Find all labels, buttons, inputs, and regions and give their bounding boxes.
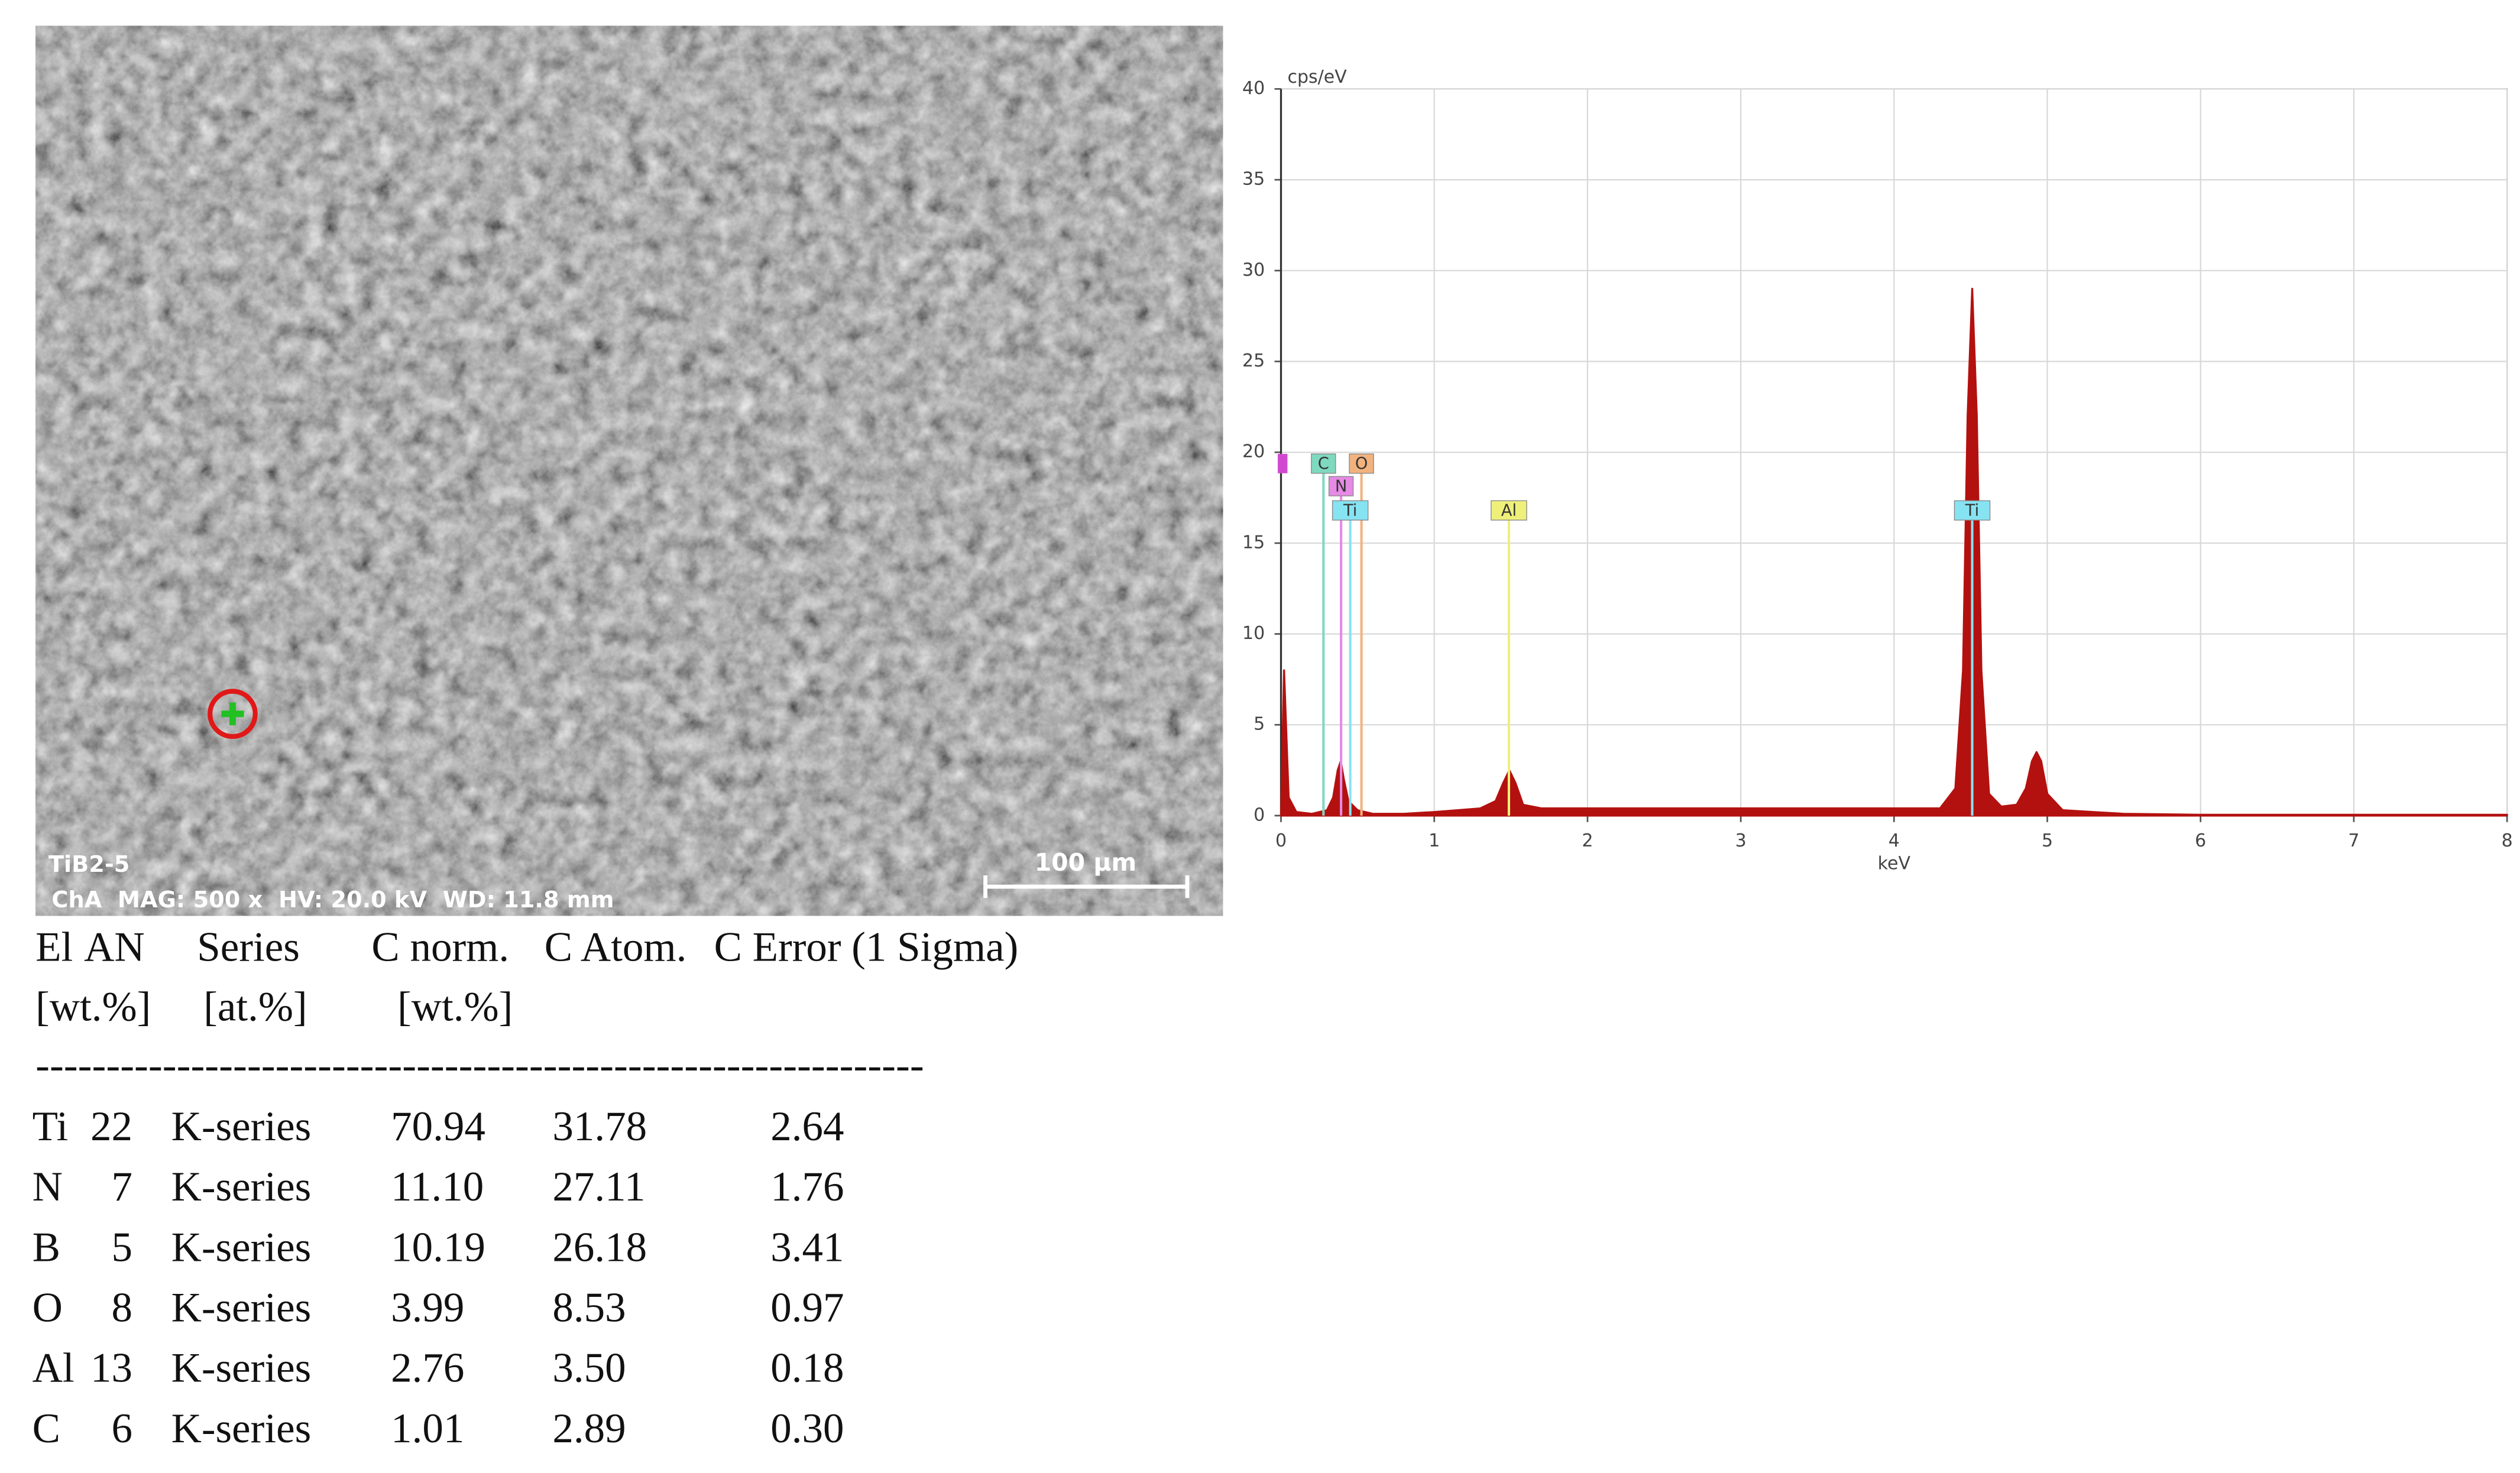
table-cell: K-series	[171, 1164, 312, 1210]
table-cell: 0.18	[770, 1345, 844, 1391]
table-cell: 6	[112, 1406, 133, 1452]
element-tag	[1349, 453, 1374, 474]
y-tick-label: 35	[1242, 169, 1265, 190]
results-table: El AN Series C norm. C Atom. C Error (1 Sigma…	[33, 924, 1019, 1452]
x-tick-label: 6	[2195, 830, 2206, 851]
y-tick-label: 20	[1242, 442, 1265, 462]
spot-cross	[221, 702, 244, 725]
header-cell: [wt.%]	[35, 984, 151, 1030]
x-tick-label: 4	[1889, 830, 1900, 851]
table-cell: 10.19	[391, 1224, 485, 1270]
x-tick-label: 5	[2042, 830, 2053, 851]
header-cell: [wt.%]	[397, 984, 513, 1030]
table-cell: 1.01	[391, 1406, 464, 1452]
table-cell: 2.64	[770, 1104, 844, 1150]
table-cell: 13	[90, 1345, 132, 1391]
table-cell: K-series	[171, 1345, 312, 1391]
table-cell: K-series	[171, 1406, 312, 1452]
header-cell: C Error (1 Sigma)	[714, 924, 1019, 971]
spot-circle	[208, 689, 258, 739]
x-tick-label: 0	[1275, 830, 1287, 851]
table-cell: 27.11	[552, 1164, 645, 1210]
table-cell: 31.78	[552, 1104, 647, 1150]
y-tick-label: 5	[1253, 714, 1265, 735]
table-cell: 8	[112, 1284, 133, 1331]
y-tick-label: 40	[1242, 78, 1265, 99]
element-tag	[1491, 500, 1527, 521]
table-cell: 2.89	[552, 1406, 626, 1452]
table-cell: 22	[90, 1104, 132, 1150]
scale-bar-label: 100 µm	[1035, 848, 1137, 877]
table-cell: 8.53	[552, 1284, 626, 1331]
element-label: O	[1355, 455, 1368, 473]
sem-texture	[35, 25, 1223, 916]
spectrum	[1280, 287, 2508, 817]
y-axis-label: cps/eV	[1287, 67, 1347, 87]
y-tick-label: 30	[1242, 259, 1265, 280]
table-cell: Ti	[33, 1104, 69, 1150]
table-cell: K-series	[171, 1284, 312, 1331]
table-cell: K-series	[171, 1224, 312, 1270]
x-tick-label: 7	[2348, 830, 2359, 851]
table-cell: 3.41	[770, 1224, 844, 1270]
table-cell: 2.76	[391, 1345, 464, 1391]
rule: ----------------------------------------…	[35, 1042, 924, 1088]
table-cell: Al	[33, 1345, 75, 1391]
x-tick-label: 8	[2502, 830, 2513, 851]
element-label: N	[1335, 477, 1347, 495]
table-cell: N	[33, 1164, 63, 1210]
x-tick-label: 3	[1735, 830, 1747, 851]
header-cell: C Atom.	[545, 924, 687, 971]
header-cell: El	[35, 924, 73, 971]
sem-image: TiB2-5 ChA MAG: 500 x HV: 20.0 kV WD: 11…	[35, 25, 1223, 916]
table-cell: 26.18	[552, 1224, 647, 1270]
element-label: C	[1318, 455, 1329, 473]
table-cell: 0.97	[770, 1284, 844, 1331]
header-cell: C norm.	[371, 924, 509, 971]
table-cell: 3.99	[391, 1284, 464, 1331]
table-cell: O	[33, 1284, 63, 1331]
element-tag	[1954, 500, 1991, 521]
element-tag	[1328, 476, 1354, 497]
table-cell: 7	[112, 1164, 133, 1210]
table-cell: 1.76	[770, 1164, 844, 1210]
x-axis-label: keV	[1878, 853, 1911, 874]
x-tick-label: 2	[1582, 830, 1593, 851]
header-cell: Series	[197, 924, 300, 971]
table-cell: 0.30	[770, 1406, 844, 1452]
table-cell: C	[33, 1406, 60, 1452]
y-tick-label: 25	[1242, 351, 1265, 371]
header-cell: AN	[84, 924, 145, 971]
element-label: Ti	[1343, 501, 1357, 520]
element-label: Al	[1501, 501, 1517, 520]
y-tick-label: 0	[1253, 804, 1265, 825]
table-cell: 11.10	[391, 1164, 484, 1210]
y-tick-label: 10	[1242, 623, 1265, 644]
x-tick-label: 1	[1429, 830, 1440, 851]
element-tag	[1332, 500, 1369, 521]
spectrum-chart: 0 5 10 15 20 25 30 35 40 0 1 2 3 4 5 6 7 8 cps/eV keV C ON Ti A…	[1242, 67, 2513, 874]
table-cell: 3.50	[552, 1345, 626, 1391]
element-tag	[1311, 453, 1336, 474]
table-cell: B	[33, 1224, 60, 1270]
sem-info: ChA MAG: 500 x HV: 20.0 kV WD: 11.8 mm	[51, 887, 614, 913]
table-cell: 5	[112, 1224, 133, 1270]
element-label: Ti	[1965, 501, 1979, 520]
table-cell: 70.94	[391, 1104, 485, 1150]
scale-bar	[983, 875, 1190, 898]
sample-label: TiB2-5	[48, 852, 129, 878]
header-cell: [at.%]	[203, 984, 307, 1030]
element-tag-partial	[1278, 453, 1288, 473]
table-cell: K-series	[171, 1104, 312, 1150]
y-tick-label: 15	[1242, 532, 1265, 553]
